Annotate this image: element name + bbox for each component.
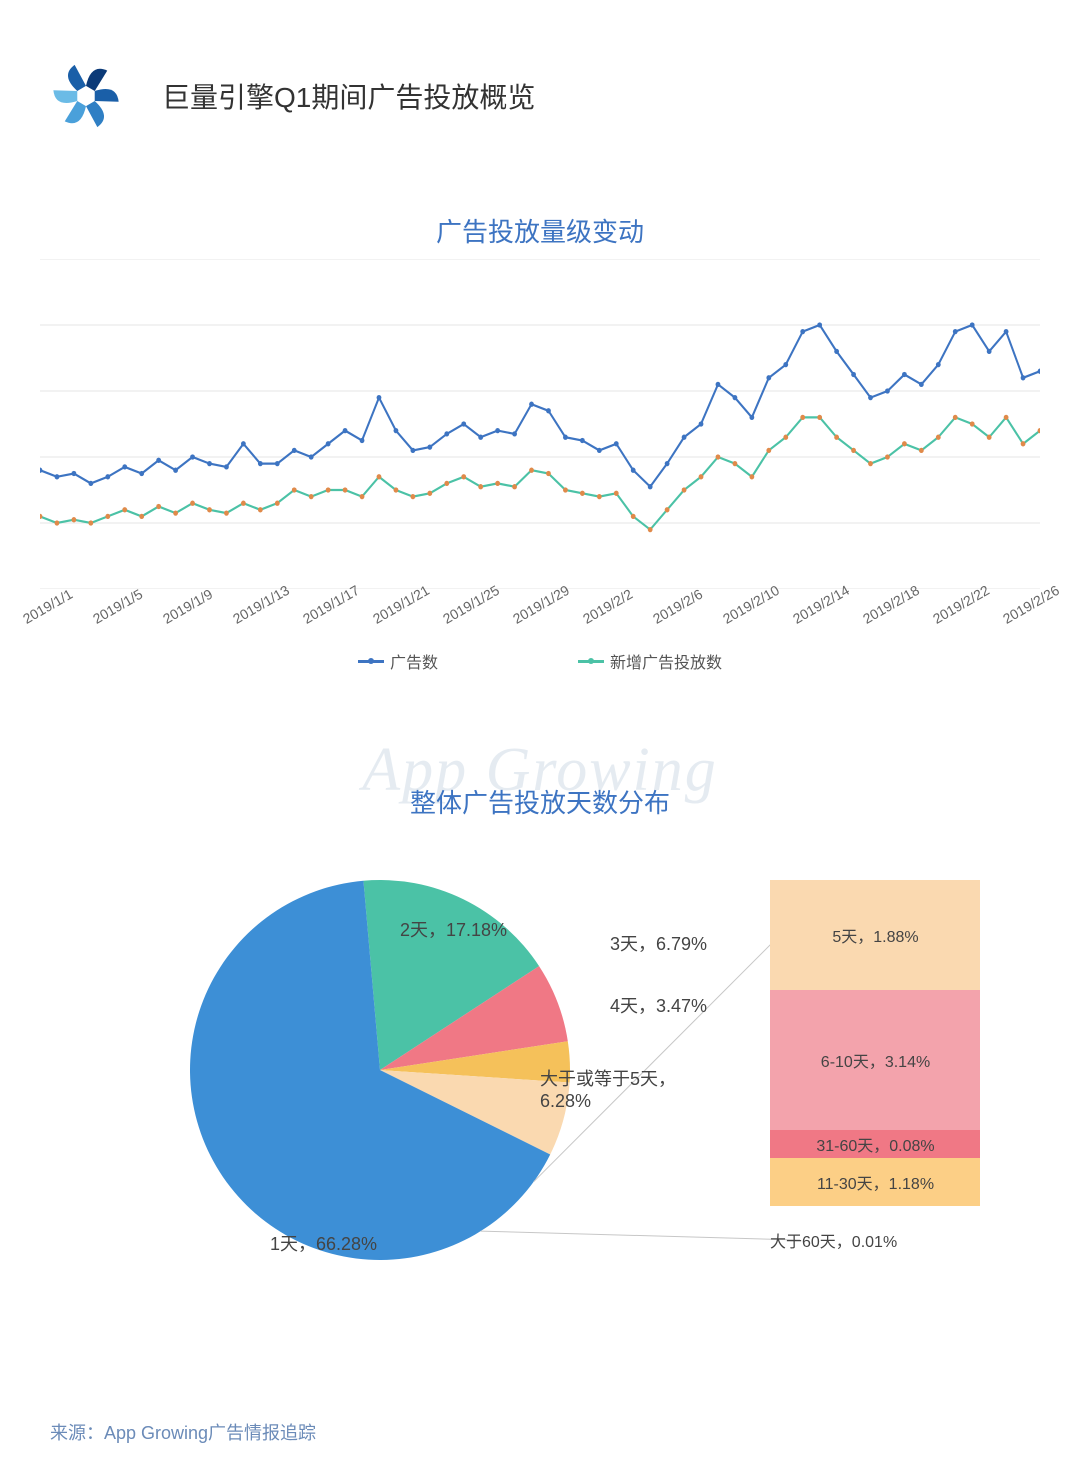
breakdown-segment: 31-60天，0.08% (770, 1130, 980, 1158)
logo-icon (50, 60, 122, 132)
x-axis-label: 2019/2/18 (860, 613, 868, 627)
pie-chart-title: 整体广告投放天数分布 (40, 783, 1040, 820)
x-axis-label: 2019/2/14 (790, 613, 798, 627)
legend-item: 广告数 (358, 649, 438, 673)
x-axis-label: 2019/1/13 (230, 613, 238, 627)
pie-slice-label: 4天，3.47% (610, 992, 707, 1018)
pie-chart-area: 1天，66.28% 2天，17.18% 3天，6.79% 4天，3.47% 大于或等于5… (40, 830, 1040, 1350)
pie-slice-label: 大于或等于5天，6.28% (540, 1065, 676, 1112)
line-chart (40, 259, 1040, 589)
x-axis-label: 2019/1/17 (300, 613, 308, 627)
line-chart-title: 广告投放量级变动 (40, 212, 1040, 249)
x-axis-label: 2019/2/6 (650, 613, 658, 627)
line-chart-section: 广告投放量级变动 2019/1/12019/1/52019/1/92019/1/… (0, 212, 1080, 673)
pie-chart-section: 整体广告投放天数分布 1天，66.28% 2天，17.18% 3天，6.79% 4天，… (0, 783, 1080, 1350)
x-axis-label: 2019/2/10 (720, 613, 728, 627)
x-axis-label: 2019/1/9 (160, 613, 168, 627)
x-axis-label: 2019/2/26 (1000, 613, 1008, 627)
x-axis-label: 2019/2/2 (580, 613, 588, 627)
pie-slice-label: 3天，6.79% (610, 930, 707, 956)
x-axis-label: 2019/2/22 (930, 613, 938, 627)
x-axis-label: 2019/1/1 (20, 613, 28, 627)
breakdown-segment: 11-30天，1.18% (770, 1158, 980, 1206)
breakdown-segment: 6-10天，3.14% (770, 990, 980, 1130)
line-chart-x-axis: 2019/1/12019/1/52019/1/92019/1/132019/1/… (40, 595, 1040, 611)
x-axis-label: 2019/1/21 (370, 613, 378, 627)
x-axis-label: 2019/1/5 (90, 613, 98, 627)
page-title: 巨量引擎Q1期间广告投放概览 (162, 76, 535, 116)
source-attribution: 来源：App Growing广告情报追踪 (50, 1419, 316, 1445)
legend-item: 新增广告投放数 (578, 649, 722, 673)
pie-slice-label: 2天，17.18% (400, 916, 507, 942)
pie-breakdown-bar: 5天，1.88%6-10天，3.14%31-60天，0.08%11-30天，1.… (770, 880, 980, 1252)
header: 巨量引擎Q1期间广告投放概览 (0, 0, 1080, 132)
x-axis-label: 2019/1/29 (510, 613, 518, 627)
breakdown-segment: 5天，1.88% (770, 880, 980, 990)
line-chart-legend: 广告数 新增广告投放数 (40, 649, 1040, 673)
pie-slice-label: 1天，66.28% (270, 1230, 377, 1256)
x-axis-label: 2019/1/25 (440, 613, 448, 627)
breakdown-footer-label: 大于60天，0.01% (770, 1228, 980, 1252)
